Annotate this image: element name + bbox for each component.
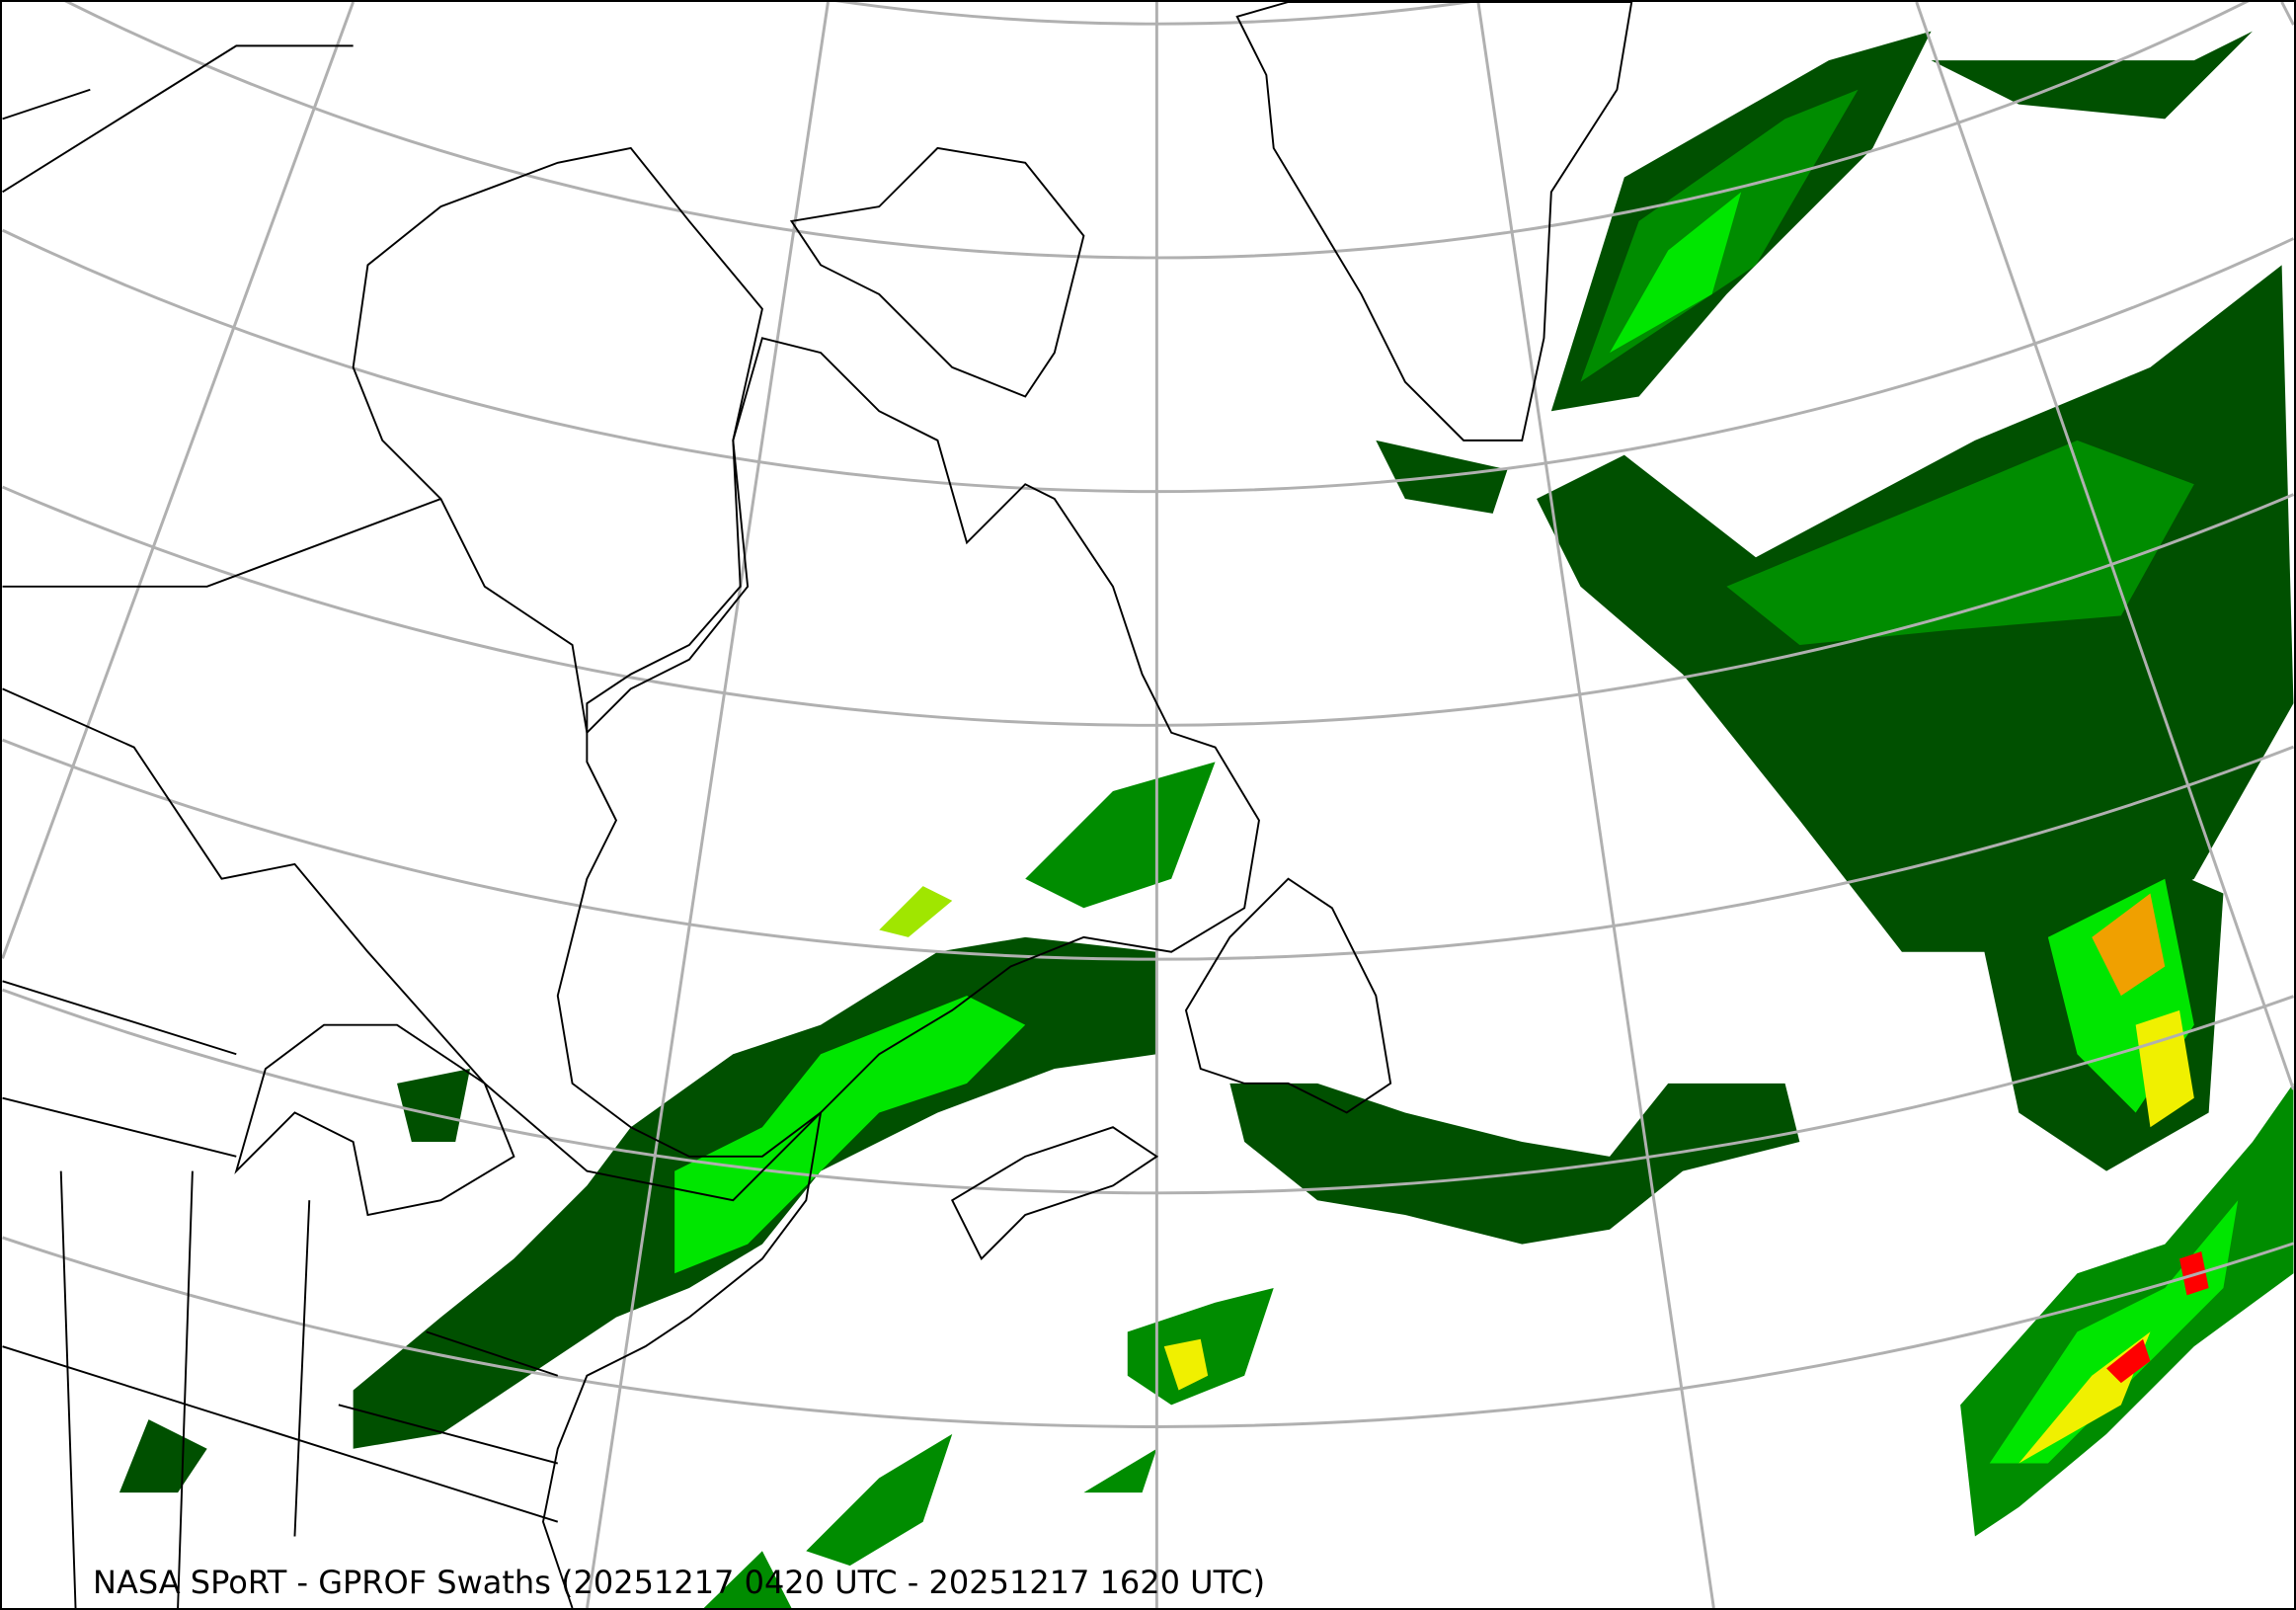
- latitude-line: [835, 2, 1477, 26]
- longitude-line: [586, 2, 830, 1608]
- precip-swath: [674, 996, 1026, 1274]
- precip-swath: [1989, 1200, 2239, 1464]
- precip-swath: [1610, 192, 1742, 354]
- latitude-line: [2, 988, 2294, 1195]
- precip-swath: [2092, 893, 2166, 997]
- precip-swath: [1931, 31, 2254, 120]
- great-lakes-coast: [234, 1023, 515, 1217]
- latitude-line: [64, 2, 2250, 260]
- precipitation-swaths: [119, 31, 2294, 1608]
- precip-swath: [1726, 440, 2194, 645]
- precip-swath: [2106, 1250, 2209, 1384]
- longitude-line: [2, 2, 356, 959]
- precip-swath: [1025, 762, 1216, 909]
- us-east-coast: [541, 1112, 823, 1608]
- longitude-line: [2280, 2, 2294, 26]
- country-border: [2, 687, 822, 1202]
- coastlines: [2, 2, 1633, 1608]
- precip-swath: [1163, 1338, 1209, 1391]
- greenland-coast: [1235, 2, 1633, 442]
- precip-swath: [1229, 1083, 1800, 1245]
- latitude-line: [2, 738, 2294, 961]
- precip-swath: [119, 440, 1508, 1493]
- hudson-bay-coast: [352, 146, 763, 735]
- newfoundland-coast: [1184, 877, 1392, 1114]
- map-caption: NASA SPoRT - GPROF Swaths (20251217 0420…: [93, 1564, 1266, 1601]
- precip-swath: [879, 886, 953, 937]
- longitude-line: [1476, 2, 1715, 1608]
- baffin-island-coast: [789, 146, 1085, 398]
- latitude-line: [2, 1236, 2294, 1428]
- precip-swath: [703, 1433, 1157, 1608]
- precip-swath: [2135, 1009, 2194, 1128]
- longitude-line: [1915, 2, 2294, 1090]
- latitude-line: [2, 485, 2294, 727]
- latitude-line: [2, 228, 2294, 494]
- state-borders: [2, 44, 559, 1608]
- labrador-coast: [556, 337, 1260, 1158]
- nova-scotia-coast: [950, 1126, 1159, 1261]
